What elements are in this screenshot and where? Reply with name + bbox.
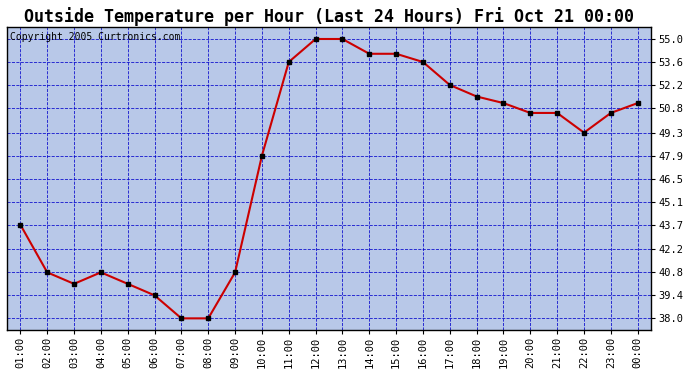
Title: Outside Temperature per Hour (Last 24 Hours) Fri Oct 21 00:00: Outside Temperature per Hour (Last 24 Ho… — [24, 7, 634, 26]
Text: Copyright 2005 Curtronics.com: Copyright 2005 Curtronics.com — [10, 32, 181, 42]
